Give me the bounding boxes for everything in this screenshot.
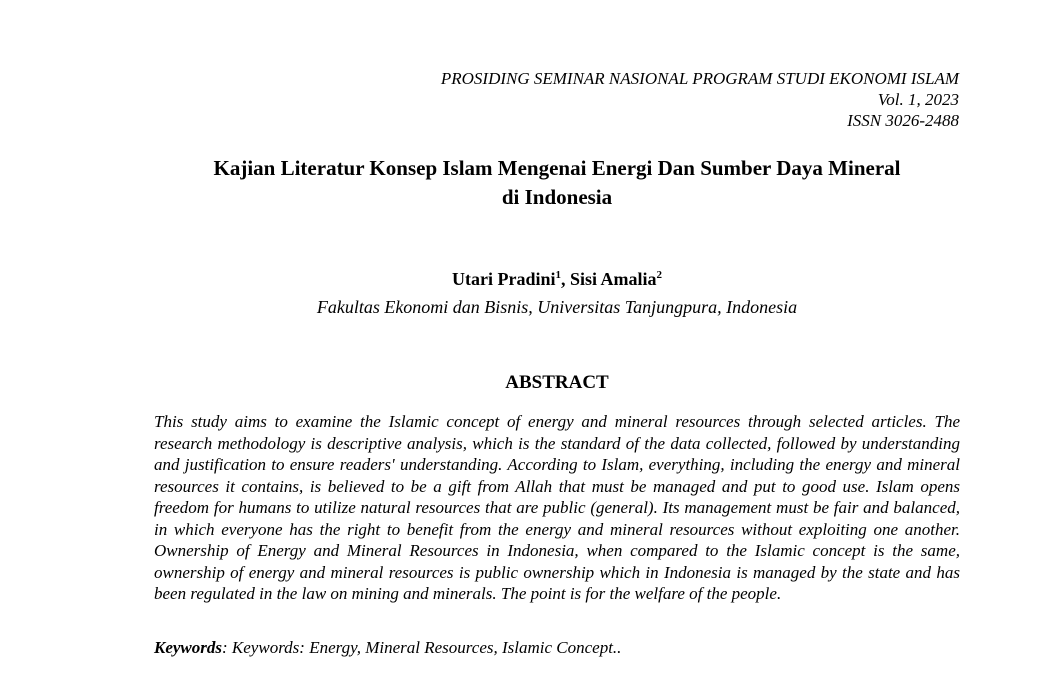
author-separator: , xyxy=(560,269,570,289)
author-name: Sisi Amalia xyxy=(569,269,657,289)
paper-title: Kajian Literatur Konsep Islam Mengenai E… xyxy=(0,154,1059,212)
author-affiliation: Fakultas Ekonomi dan Bisnis, Universitas… xyxy=(316,297,798,317)
journal-header: PROSIDING SEMINAR NASIONAL PROGRAM STUDI… xyxy=(441,68,959,131)
abstract-text: This study aims to examine the Islamic c… xyxy=(154,412,960,603)
proceedings-name: PROSIDING SEMINAR NASIONAL PROGRAM STUDI… xyxy=(440,69,959,88)
author-list: Utari Pradini1, Sisi Amalia2 xyxy=(0,268,1059,290)
paper-title-line-2: di Indonesia xyxy=(501,185,613,209)
author-affiliation-mark: 2 xyxy=(656,269,663,281)
keywords-label: Keywords xyxy=(154,638,222,657)
keywords: Keywords: Keywords: Energy, Mineral Reso… xyxy=(154,637,960,658)
keywords-separator: : xyxy=(222,638,232,657)
abstract-heading: ABSTRACT xyxy=(505,372,609,393)
author-name: Utari Pradini xyxy=(451,269,556,289)
author-affiliation-mark: 1 xyxy=(555,269,561,281)
issn: ISSN 3026-2488 xyxy=(847,111,959,130)
paper-title-line-1: Kajian Literatur Konsep Islam Mengenai E… xyxy=(213,156,901,180)
keywords-text: Keywords: Energy, Mineral Resources, Isl… xyxy=(231,638,622,657)
volume-info: Vol. 1, 2023 xyxy=(877,90,959,109)
